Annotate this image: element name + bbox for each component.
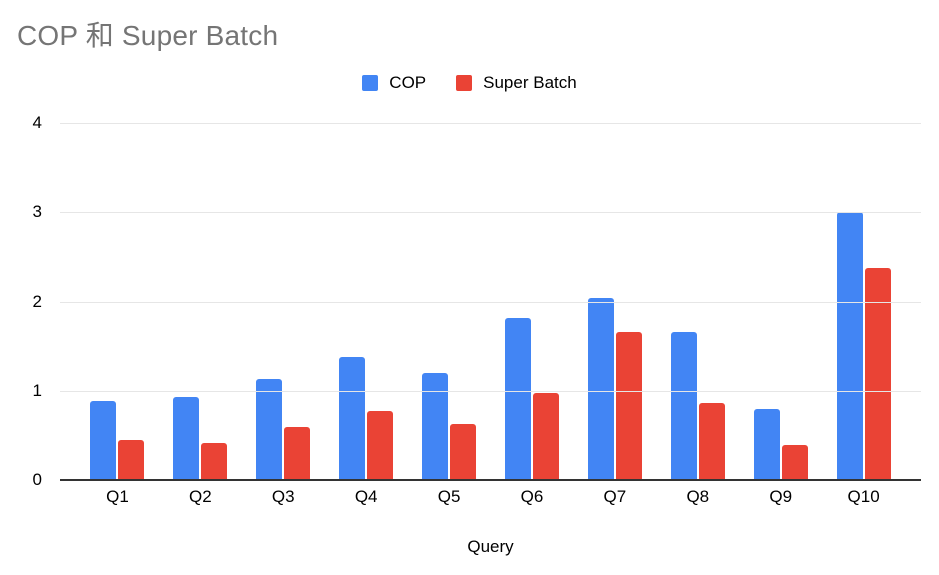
x-tick-label-q1: Q1 [106,487,129,506]
gridline [60,390,921,392]
bar-super-batch-q10[interactable] [864,268,891,480]
cop-series-swatch [362,75,379,91]
legend-label-super-batch: Super Batch [483,73,577,92]
y-axis-labels: 0 1 2 3 4 [0,113,50,489]
x-tick-label-q9: Q9 [769,487,793,506]
bar-super-batch-q6[interactable] [532,393,559,480]
bar-cop-q10[interactable] [836,212,863,480]
bar-super-batch-q9[interactable] [781,445,808,480]
gridline [60,123,921,124]
bar-group-q6 [491,123,574,480]
bar-super-batch-q3[interactable] [284,427,311,480]
bar-group-q4 [325,123,408,480]
bar-cop-q1[interactable] [90,401,117,480]
x-tick-label-q3: Q3 [271,487,295,506]
bar-super-batch-q5[interactable] [450,423,477,480]
y-tick-label: 0 [32,470,42,489]
bar-group-q7 [573,123,656,480]
x-axis-line [60,479,921,481]
x-axis-title: Query [467,537,514,556]
legend-item-super-batch[interactable]: Super Batch [456,73,577,93]
chart-title: COP 和 Super Batch [17,20,279,51]
y-tick-label: 4 [32,113,42,132]
bar-group-q1 [76,123,159,480]
bar-cop-q3[interactable] [256,379,283,480]
bar-cop-q7[interactable] [587,297,614,480]
bar-super-batch-q2[interactable] [201,443,228,480]
y-tick-label: 1 [32,380,42,400]
x-tick-label-q5: Q5 [437,487,461,506]
bar-super-batch-q8[interactable] [698,403,725,480]
bar-cop-q5[interactable] [422,372,449,480]
bar-cop-q2[interactable] [173,397,200,480]
bar-super-batch-q1[interactable] [118,439,145,480]
bar-group-q3 [242,123,325,480]
x-tick-label-q4: Q4 [354,487,378,506]
gridline [60,301,921,303]
x-tick-label-q7: Q7 [603,487,627,506]
bar-group-q10 [822,123,905,480]
legend-item-cop[interactable]: COP [362,73,426,93]
x-tick-label-q10: Q10 [847,487,880,506]
legend: COP Super Batch [0,73,939,93]
legend-label-cop: COP [389,73,427,92]
bar-group-q9 [739,123,822,480]
bar-cop-q9[interactable] [753,408,780,480]
x-tick-label-q2: Q2 [189,487,212,506]
x-tick-label-q6: Q6 [520,487,544,506]
gridline [60,212,921,214]
x-axis-labels: Q1 Q2 Q3 Q4 Q5 Q6 Q7 Q8 Q9 Q10 [60,487,921,507]
x-tick-label-q8: Q8 [686,487,710,506]
bar-super-batch-q4[interactable] [367,411,394,480]
super-batch-series-swatch [456,75,473,91]
y-tick-label: 3 [32,202,42,222]
plot-area [60,123,921,481]
bar-super-batch-q7[interactable] [615,331,642,480]
y-tick-label: 2 [32,291,42,311]
bar-cop-q4[interactable] [339,356,366,480]
bar-cop-q6[interactable] [504,317,531,480]
bar-group-q2 [159,123,242,480]
bars-row [60,123,921,480]
bar-cop-q8[interactable] [670,331,697,480]
bar-group-q8 [656,123,739,480]
